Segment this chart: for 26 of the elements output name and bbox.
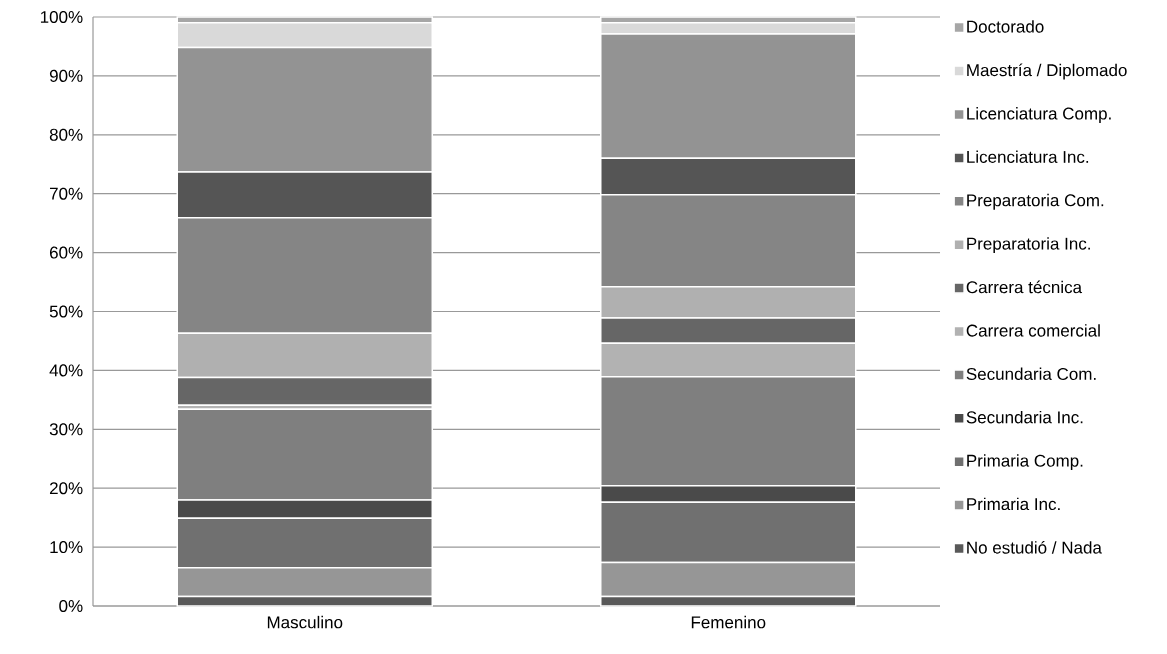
y-tick-label: 100% — [40, 10, 83, 24]
y-tick-label: 60% — [49, 246, 83, 259]
y-tick-label: 40% — [49, 364, 83, 377]
y-tick-label: 50% — [49, 305, 83, 318]
x-tick-label: Masculino — [267, 615, 343, 629]
x-tick-label: Femenino — [691, 615, 766, 629]
legend-label: No estudió / Nada — [967, 541, 1102, 554]
legend-label: Carrera técnica — [966, 280, 1083, 294]
legend-label: Doctorado — [967, 20, 1044, 33]
legend-label: Primaria Inc. — [967, 497, 1060, 511]
y-tick-label: 0% — [59, 599, 83, 613]
y-tick-label: 80% — [49, 128, 83, 141]
y-tick-label: 70% — [49, 187, 83, 200]
legend-label: Maestría / Diplomado — [967, 63, 1127, 80]
legend-label: Primaria Comp. — [967, 454, 1083, 471]
legend-label: Licenciatura Comp. — [967, 107, 1111, 123]
y-tick-label: 30% — [49, 423, 83, 436]
legend-label: Carrera comercial — [966, 324, 1100, 337]
legend-label: Preparatoria Com. — [967, 193, 1104, 210]
y-tick-label: 10% — [50, 541, 83, 554]
legend-label: Licenciatura Inc. — [967, 150, 1089, 163]
y-tick-label: 90% — [49, 69, 83, 82]
legend-label: Secundaria Inc. — [966, 410, 1083, 424]
legend-label: Preparatoria Inc. — [967, 237, 1090, 254]
legend-label: Secundaria Com. — [966, 367, 1096, 381]
y-tick-label: 20% — [49, 482, 83, 495]
